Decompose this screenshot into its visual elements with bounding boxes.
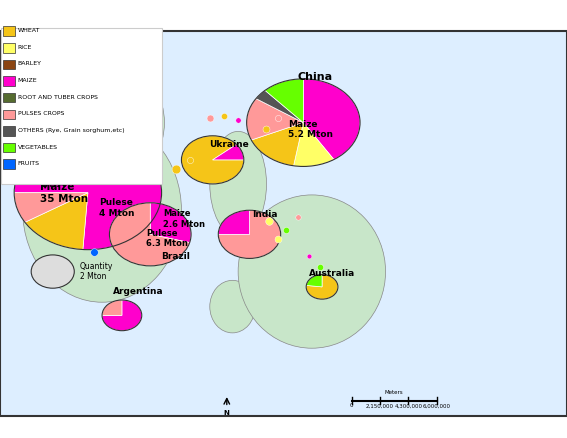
Wedge shape (99, 81, 162, 129)
Wedge shape (109, 203, 189, 266)
Text: N: N (224, 410, 230, 416)
Wedge shape (14, 193, 88, 223)
Wedge shape (102, 300, 142, 331)
Point (262, 126, 271, 133)
Point (205, 115, 214, 122)
Wedge shape (112, 81, 130, 105)
Wedge shape (247, 99, 303, 140)
Text: India: India (252, 210, 278, 219)
Ellipse shape (23, 118, 181, 302)
Wedge shape (256, 90, 303, 123)
Point (89, 248, 98, 255)
Text: Maize
2.6 Mton: Maize 2.6 Mton (163, 209, 205, 229)
Wedge shape (306, 275, 338, 299)
Text: Meters: Meters (385, 390, 403, 395)
Bar (3, 26, 15, 36)
Bar (3, 93, 15, 102)
Point (234, 117, 243, 124)
Point (304, 253, 314, 260)
Point (171, 165, 180, 172)
Ellipse shape (210, 131, 266, 237)
Point (265, 218, 274, 225)
Text: Argentina: Argentina (113, 287, 164, 296)
Point (273, 115, 282, 122)
Text: China: China (298, 72, 333, 81)
Ellipse shape (301, 110, 352, 153)
Text: Canada: Canada (125, 74, 163, 83)
Point (316, 264, 325, 271)
Wedge shape (181, 136, 244, 184)
Text: OTHERS (Rye, Grain sorghum,etc): OTHERS (Rye, Grain sorghum,etc) (18, 128, 124, 133)
FancyBboxPatch shape (0, 31, 567, 416)
Wedge shape (25, 193, 88, 250)
Text: RICE: RICE (18, 45, 32, 50)
Bar (3, 143, 15, 152)
Ellipse shape (210, 280, 255, 333)
Wedge shape (218, 210, 281, 258)
Text: Brazil: Brazil (162, 252, 191, 261)
Text: Quantity
2 Mton: Quantity 2 Mton (80, 262, 113, 281)
Text: 0: 0 (350, 403, 353, 408)
Wedge shape (265, 79, 303, 123)
Bar (3, 76, 15, 86)
FancyBboxPatch shape (1, 28, 162, 184)
Text: PULSES CROPS: PULSES CROPS (18, 111, 64, 117)
Text: FRUITS: FRUITS (18, 161, 40, 166)
Bar (3, 43, 15, 53)
Text: ROOT AND TUBER CROPS: ROOT AND TUBER CROPS (18, 95, 98, 100)
Text: USA: USA (40, 179, 65, 189)
Wedge shape (102, 300, 122, 315)
Text: Ukraine: Ukraine (209, 140, 248, 149)
Ellipse shape (96, 74, 164, 171)
Text: 4,300,000: 4,300,000 (394, 403, 422, 408)
Text: Maize
5.2 Mton: Maize 5.2 Mton (288, 120, 333, 139)
Wedge shape (14, 136, 162, 250)
Wedge shape (150, 203, 191, 243)
Text: MAIZE: MAIZE (18, 78, 37, 83)
Text: BARLEY: BARLEY (18, 61, 41, 67)
Wedge shape (294, 123, 334, 166)
Text: Maize
35 Mton: Maize 35 Mton (40, 182, 88, 204)
Bar (3, 60, 15, 69)
Wedge shape (306, 275, 322, 287)
Ellipse shape (238, 195, 386, 348)
Point (282, 226, 291, 233)
Wedge shape (251, 123, 303, 166)
Bar (3, 110, 15, 119)
Wedge shape (303, 79, 360, 159)
Point (185, 156, 194, 163)
Circle shape (31, 255, 74, 288)
Bar (3, 126, 15, 136)
Point (293, 213, 302, 220)
Text: Pulese
4 Mton: Pulese 4 Mton (99, 198, 135, 218)
Text: Pulese
6.3 Mton: Pulese 6.3 Mton (146, 229, 188, 248)
Point (219, 113, 229, 120)
Text: Wheat
7 Mton: Wheat 7 Mton (111, 155, 149, 177)
Wedge shape (218, 210, 249, 234)
Text: VEGETABLES: VEGETABLES (18, 145, 58, 150)
Text: Australia: Australia (309, 269, 356, 278)
Wedge shape (213, 145, 244, 160)
Text: WHEAT: WHEAT (18, 28, 40, 33)
Point (273, 235, 282, 242)
Bar (3, 159, 15, 169)
Text: 2,150,000: 2,150,000 (366, 403, 394, 408)
Text: 6,000,000: 6,000,000 (422, 403, 451, 408)
